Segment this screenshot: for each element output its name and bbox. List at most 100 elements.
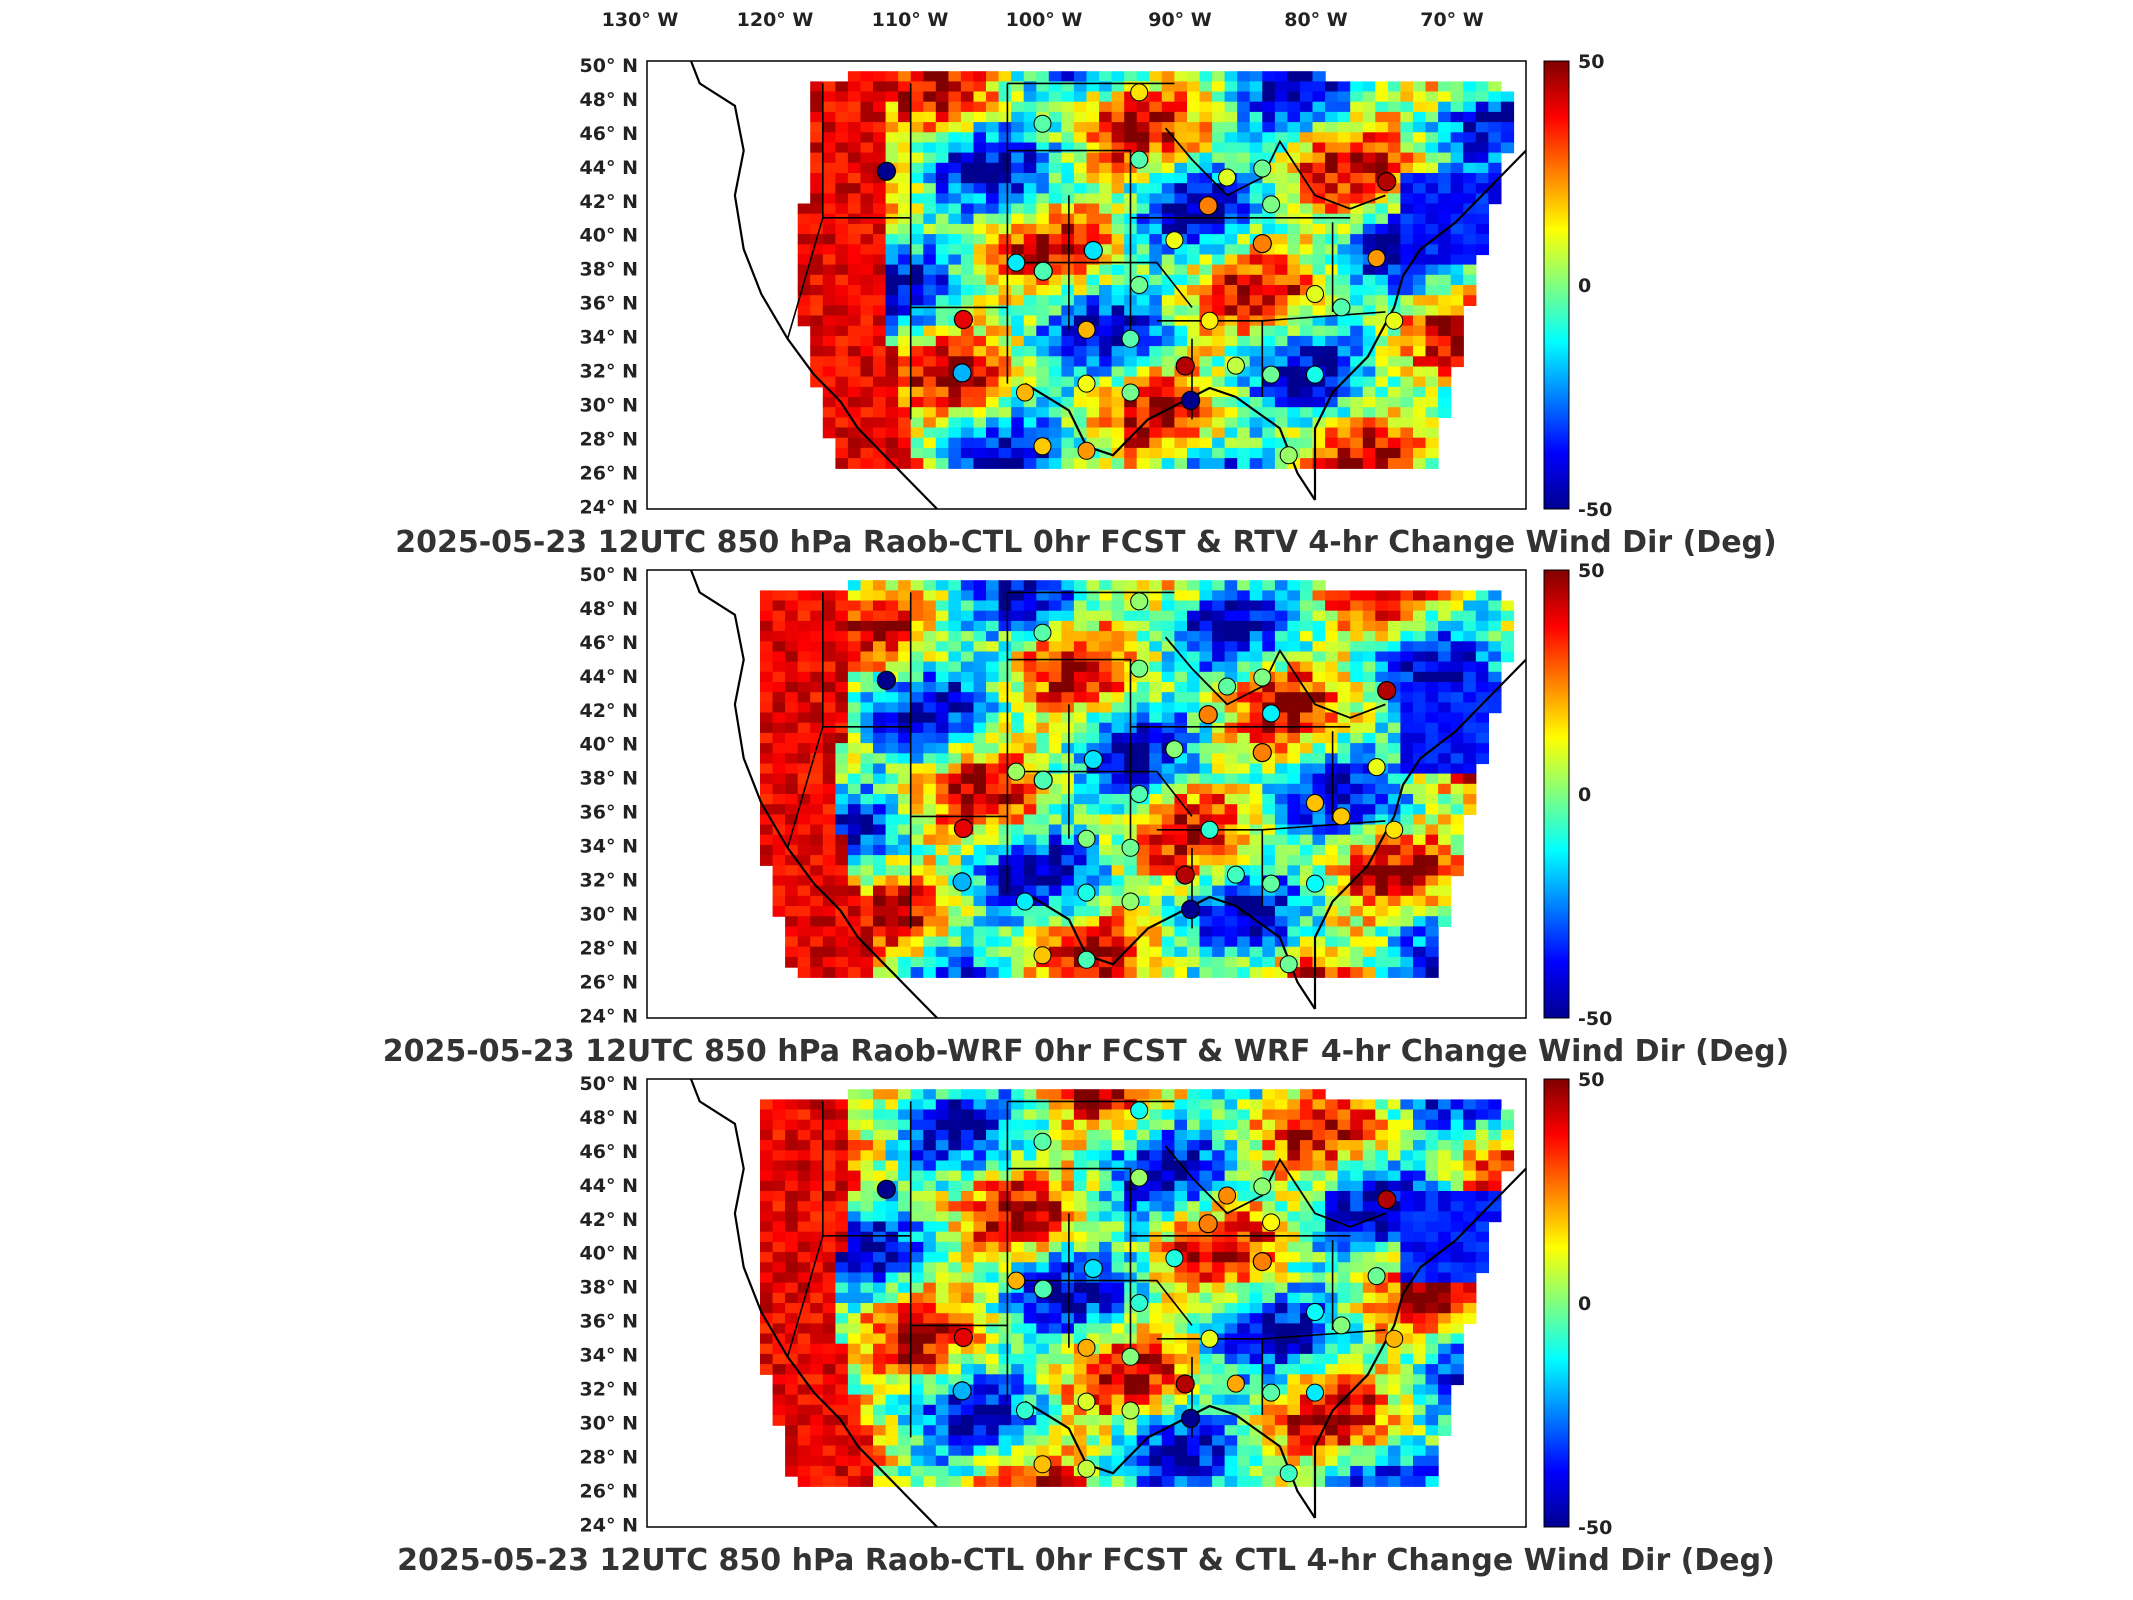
field-cell xyxy=(1161,152,1175,164)
field-cell xyxy=(1450,1150,1464,1162)
field-cell xyxy=(960,183,975,194)
field-cell xyxy=(810,203,824,215)
latitude-tick-label: 42° N xyxy=(580,700,638,722)
field-cell xyxy=(797,722,811,734)
field-cell xyxy=(910,386,924,398)
field-cell xyxy=(1124,346,1138,357)
field-cell xyxy=(1199,814,1213,826)
field-cell xyxy=(797,1160,811,1172)
field-cell xyxy=(1425,447,1439,459)
field-cell xyxy=(910,885,924,897)
field-cell xyxy=(873,417,887,429)
field-cell xyxy=(1161,285,1175,296)
field-cell xyxy=(1187,122,1201,133)
field-cell xyxy=(1187,1140,1201,1151)
field-cell xyxy=(1099,936,1113,948)
field-cell xyxy=(1212,234,1226,245)
field-cell xyxy=(948,1109,962,1121)
field-cell xyxy=(1099,967,1113,978)
field-cell xyxy=(1099,325,1113,337)
field-cell xyxy=(1174,223,1188,235)
field-cell xyxy=(1312,203,1326,215)
field-cell xyxy=(1438,743,1452,754)
field-cell xyxy=(1362,458,1376,469)
field-cell xyxy=(1413,152,1427,164)
field-cell xyxy=(1287,946,1301,958)
field-cell xyxy=(1073,722,1088,734)
field-cell xyxy=(1061,366,1075,378)
field-cell xyxy=(797,600,811,612)
field-cell xyxy=(1274,223,1289,235)
latitude-tick-label: 24° N xyxy=(580,1005,638,1027)
field-cell xyxy=(1237,71,1251,82)
field-cell xyxy=(1350,193,1364,205)
field-cell xyxy=(1124,458,1138,469)
field-cell xyxy=(910,682,924,693)
field-cell xyxy=(1149,946,1163,958)
field-cell xyxy=(1099,264,1113,276)
field-cell xyxy=(1199,264,1213,276)
field-cell xyxy=(860,437,874,449)
field-cell xyxy=(1199,753,1213,765)
field-cell xyxy=(1011,356,1025,368)
field-cell xyxy=(973,1150,987,1162)
field-cell xyxy=(1111,234,1125,245)
field-cell xyxy=(1425,661,1439,673)
field-cell xyxy=(923,865,937,877)
field-cell xyxy=(1488,1150,1502,1162)
field-cell xyxy=(810,610,824,622)
field-cell xyxy=(1061,427,1075,439)
field-cell xyxy=(1036,804,1050,815)
field-cell xyxy=(1425,1150,1439,1162)
field-cell xyxy=(885,722,899,734)
field-cell xyxy=(1387,875,1402,887)
field-cell xyxy=(1073,1109,1088,1121)
field-cell xyxy=(885,926,899,938)
field-cell xyxy=(772,692,786,703)
field-cell xyxy=(873,111,887,123)
field-cell xyxy=(1387,814,1402,826)
field-cell xyxy=(1099,814,1113,826)
latitude-tick-label: 44° N xyxy=(580,1175,638,1197)
field-cell xyxy=(1413,844,1427,856)
field-cell xyxy=(885,203,899,215)
field-cell xyxy=(1187,71,1201,82)
field-cell xyxy=(998,620,1012,632)
field-cell xyxy=(1174,427,1188,439)
field-cell xyxy=(1099,173,1113,184)
field-cell xyxy=(1011,244,1025,256)
field-cell xyxy=(1136,834,1150,846)
field-cell xyxy=(935,671,949,683)
field-cell xyxy=(935,346,949,357)
field-cell xyxy=(860,824,874,836)
field-cell xyxy=(1425,651,1439,663)
latitude-tick-label: 38° N xyxy=(580,1277,638,1299)
field-cell xyxy=(1161,193,1175,205)
field-cell xyxy=(1036,753,1050,765)
field-cell xyxy=(1300,417,1314,429)
field-cell xyxy=(1249,81,1263,93)
field-cell xyxy=(1287,794,1301,805)
field-cell xyxy=(847,783,862,795)
field-cell xyxy=(772,865,786,877)
field-cell xyxy=(898,173,912,184)
field-cell xyxy=(1337,91,1351,103)
field-cell xyxy=(772,885,786,897)
field-cell xyxy=(1337,1170,1351,1182)
field-cell xyxy=(1362,1160,1376,1172)
field-cell xyxy=(923,783,937,795)
field-cell xyxy=(1249,356,1263,368)
field-cell xyxy=(1199,783,1213,795)
field-cell xyxy=(1023,274,1037,286)
field-cell xyxy=(847,111,862,123)
field-cell xyxy=(960,213,975,225)
field-cell xyxy=(1048,824,1062,836)
field-cell xyxy=(998,356,1012,368)
field-cell xyxy=(1475,183,1489,194)
field-cell xyxy=(1463,671,1477,683)
field-cell xyxy=(1224,906,1238,917)
field-cell xyxy=(998,651,1012,663)
raob-station-marker xyxy=(1253,668,1272,687)
field-cell xyxy=(860,967,874,978)
field-cell xyxy=(1438,906,1452,917)
